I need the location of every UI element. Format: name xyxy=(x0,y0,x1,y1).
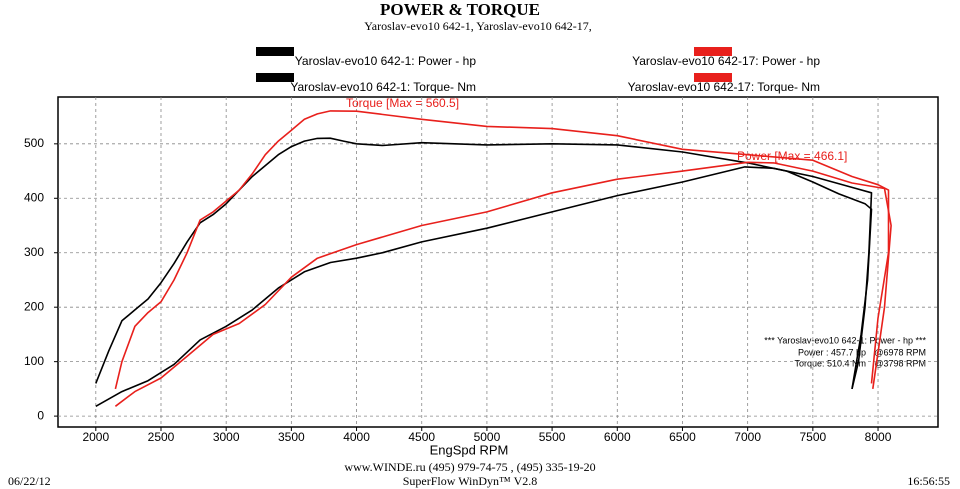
series-line xyxy=(95,166,873,407)
y-tick-label: 200 xyxy=(24,299,44,313)
date: 06/22/12 xyxy=(8,474,51,488)
time: 16:56:55 xyxy=(907,474,950,488)
x-tick-label: 2000 xyxy=(82,430,109,444)
legend-label: Yaroslav-evo10 642-17: Torque- Nm xyxy=(628,80,820,94)
x-tick-label: 7000 xyxy=(734,430,761,444)
legend-label: Yaroslav-evo10 642-1: Torque- Nm xyxy=(290,80,476,94)
x-tick-label: 6000 xyxy=(604,430,631,444)
series-line xyxy=(114,110,890,390)
series-line xyxy=(95,137,873,390)
info-text: Power : 457.7 hp xyxy=(798,347,866,357)
y-tick-label: 0 xyxy=(37,408,44,422)
footer-line: SuperFlow WinDyn™ V2.8 xyxy=(403,474,538,488)
legend-label: Yaroslav-evo10 642-1: Power - hp xyxy=(295,54,477,68)
x-tick-label: 3500 xyxy=(278,430,305,444)
info-text: *** Yaroslav-evo10 642-1: Power - hp *** xyxy=(764,335,926,345)
x-tick-label: 4500 xyxy=(408,430,435,444)
plot-frame xyxy=(57,96,939,428)
annotation: Power [Max = 466.1] xyxy=(737,149,847,163)
legend-swatch xyxy=(256,73,294,82)
x-tick-label: 6500 xyxy=(669,430,696,444)
x-axis-label: EngSpd RPM xyxy=(430,442,509,457)
legend-swatch xyxy=(256,47,294,56)
x-tick-label: 3000 xyxy=(213,430,240,444)
x-tick-label: 7500 xyxy=(799,430,826,444)
x-tick-label: 8000 xyxy=(865,430,892,444)
x-tick-label: 2500 xyxy=(148,430,175,444)
chart-title: POWER & TORQUE xyxy=(380,0,540,19)
x-tick-label: 4000 xyxy=(343,430,370,444)
y-tick-label: 100 xyxy=(24,354,44,368)
x-tick-label: 5500 xyxy=(539,430,566,444)
footer-line: www.WINDE.ru (495) 979-74-75 , (495) 335… xyxy=(344,460,595,474)
series-line xyxy=(114,161,892,407)
x-tick-label: 5000 xyxy=(474,430,501,444)
y-tick-label: 300 xyxy=(24,245,44,259)
annotation: Torque [Max = 560.5] xyxy=(346,96,459,110)
legend-swatch xyxy=(694,73,732,82)
legend-swatch xyxy=(694,47,732,56)
info-text: Torque: 510.4 Nm xyxy=(794,358,866,368)
chart-subtitle: Yaroslav-evo10 642-1, Yaroslav-evo10 642… xyxy=(364,19,591,33)
legend-label: Yaroslav-evo10 642-17: Power - hp xyxy=(632,54,820,68)
y-tick-label: 400 xyxy=(24,190,44,204)
y-tick-label: 500 xyxy=(24,136,44,150)
info-text: @6978 RPM xyxy=(874,347,926,357)
info-text: @3798 RPM xyxy=(874,358,926,368)
